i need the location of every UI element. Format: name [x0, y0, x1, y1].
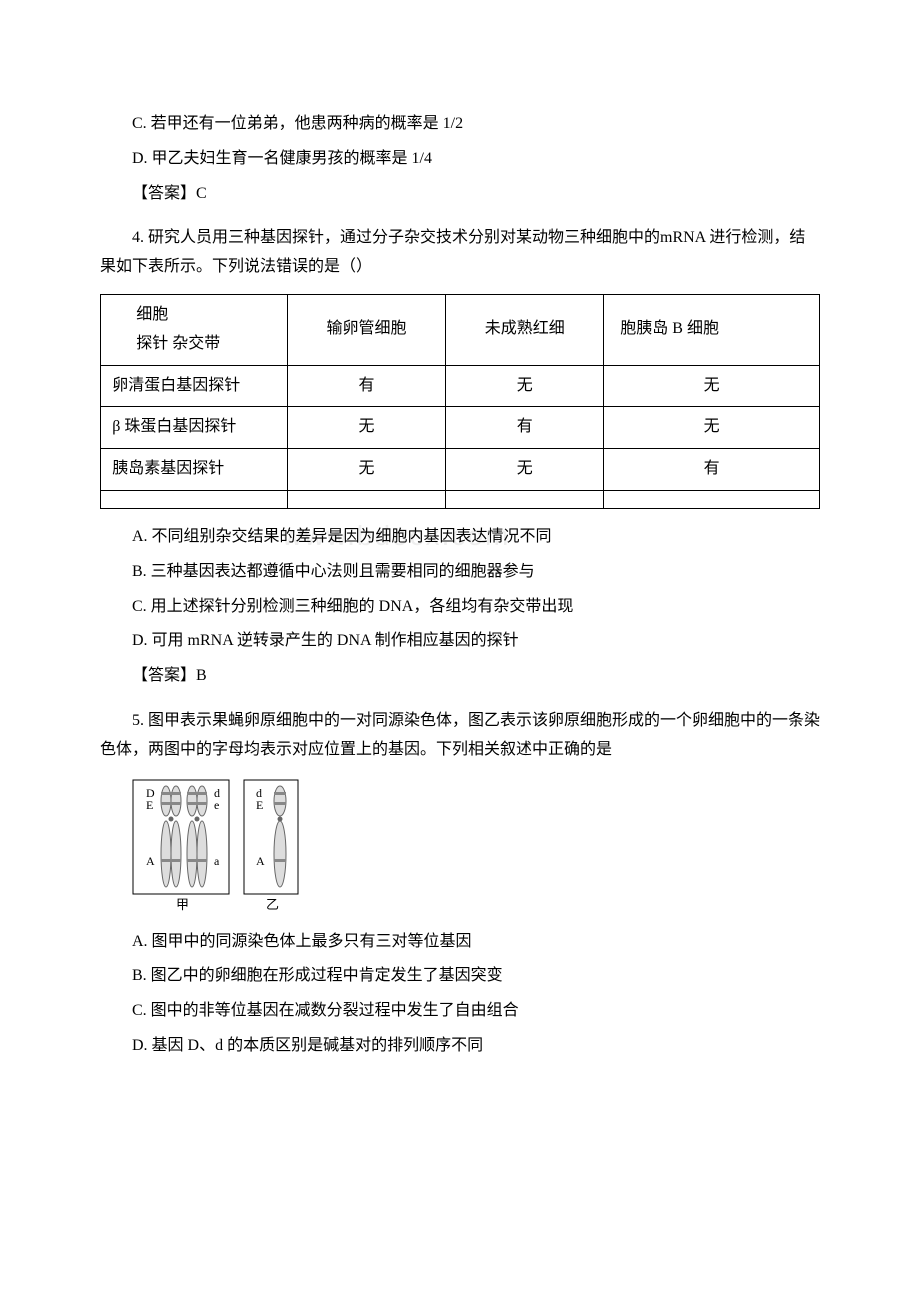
- table-row: 卵清蛋白基因探针 有 无 无: [101, 365, 820, 407]
- q5-figure: D E A d e a 甲 d E A 乙: [132, 779, 820, 914]
- q4-option-a: A. 不同组别杂交结果的差异是因为细胞内基因表达情况不同 www.bdocx.c…: [100, 523, 820, 552]
- yi-chromosome: [274, 786, 286, 887]
- caption-yi: 乙: [266, 897, 279, 912]
- row-cell: 无: [446, 449, 604, 491]
- row-cell: 有: [604, 449, 820, 491]
- yi-label-A: A: [256, 854, 265, 868]
- q4-option-d: D. 可用 mRNA 逆转录产生的 DNA 制作相应基因的探针: [100, 627, 820, 656]
- chromosome-diagram: D E A d e a 甲 d E A 乙: [132, 779, 322, 914]
- row-label: 卵清蛋白基因探针: [101, 365, 288, 407]
- row-cell: 有: [446, 407, 604, 449]
- q5-option-a: A. 图甲中的同源染色体上最多只有三对等位基因: [100, 928, 820, 957]
- header-col2: 未成熟红细: [446, 294, 604, 365]
- row-label: β 珠蛋白基因探针: [101, 407, 288, 449]
- q5-stem: 5. 图甲表示果蝇卵原细胞中的一对同源染色体，图乙表示该卵原细胞形成的一个卵细胞…: [100, 707, 820, 765]
- row-cell: 无: [604, 407, 820, 449]
- jia-chromosome-2: [187, 786, 207, 887]
- q5-option-b: B. 图乙中的卵细胞在形成过程中肯定发生了基因突变: [100, 962, 820, 991]
- q4-option-c: C. 用上述探针分别检测三种细胞的 DNA，各组均有杂交带出现: [100, 593, 820, 622]
- table-empty-row: [101, 490, 820, 508]
- jia-label-E: E: [146, 798, 153, 812]
- row-cell: 无: [287, 407, 445, 449]
- header-col1: 输卵管细胞: [287, 294, 445, 365]
- q3-option-d: D. 甲乙夫妇生育一名健康男孩的概率是 1/4: [100, 145, 820, 174]
- jia-label-A: A: [146, 854, 155, 868]
- table-row: β 珠蛋白基因探针 无 有 无: [101, 407, 820, 449]
- row-cell: 有: [287, 365, 445, 407]
- row-label: 胰岛素基因探针: [101, 449, 288, 491]
- row-cell: 无: [287, 449, 445, 491]
- yi-label-E: E: [256, 798, 263, 812]
- caption-jia: 甲: [176, 897, 189, 912]
- jia-label-e: e: [214, 798, 219, 812]
- header-cell-line1: 细胞: [136, 301, 281, 330]
- q5-option-d: D. 基因 D、d 的本质区别是碱基对的排列顺序不同: [100, 1032, 820, 1061]
- q4-option-a-text: A. 不同组别杂交结果的差异是因为细胞内基因表达情况不同: [132, 528, 552, 545]
- q4-option-b: B. 三种基因表达都遵循中心法则且需要相同的细胞器参与: [100, 558, 820, 587]
- q5-option-c: C. 图中的非等位基因在减数分裂过程中发生了自由组合: [100, 997, 820, 1026]
- header-col3: 胞胰岛 B 细胞: [604, 294, 820, 365]
- row-cell: 无: [604, 365, 820, 407]
- q4-table: 细胞 探针 杂交带 输卵管细胞 未成熟红细 胞胰岛 B 细胞 卵清蛋白基因探针 …: [100, 294, 820, 509]
- jia-label-a: a: [214, 854, 220, 868]
- q3-answer: 【答案】C: [100, 180, 820, 209]
- q4-stem: 4. 研究人员用三种基因探针，通过分子杂交技术分别对某动物三种细胞中的mRNA …: [100, 224, 820, 282]
- table-row: 胰岛素基因探针 无 无 有: [101, 449, 820, 491]
- header-cell-line2: 探针 杂交带: [136, 330, 281, 359]
- table-header-row: 细胞 探针 杂交带 输卵管细胞 未成熟红细 胞胰岛 B 细胞: [101, 294, 820, 365]
- q4-answer: 【答案】B: [100, 662, 820, 691]
- jia-chromosome-1: [161, 786, 181, 887]
- row-cell: 无: [446, 365, 604, 407]
- q3-option-c: C. 若甲还有一位弟弟，他患两种病的概率是 1/2: [100, 110, 820, 139]
